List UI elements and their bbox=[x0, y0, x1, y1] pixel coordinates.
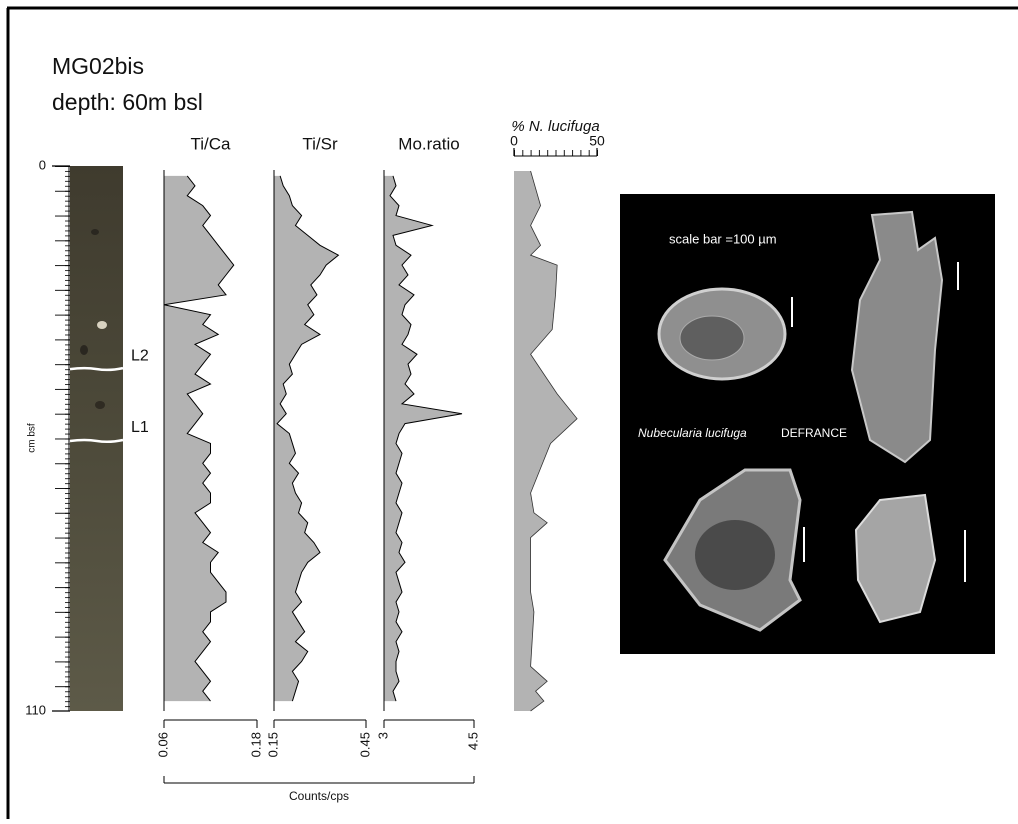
x-tick-label: 0.15 bbox=[265, 732, 280, 757]
data-line bbox=[529, 170, 578, 712]
data-line bbox=[276, 175, 340, 702]
species-author: DEFRANCE bbox=[781, 426, 847, 440]
species-name: Nubecularia lucifuga bbox=[638, 426, 747, 440]
data-line bbox=[163, 175, 235, 702]
x-axis-label: Counts/cps bbox=[289, 789, 349, 803]
depth-tick-label: 110 bbox=[25, 702, 46, 717]
depth-axis-label: cm bsf bbox=[27, 423, 38, 453]
panel-title: Ti/Ca bbox=[191, 134, 232, 153]
specimen bbox=[850, 210, 944, 464]
x-tick-label: 0.06 bbox=[155, 732, 170, 757]
specimen bbox=[854, 493, 937, 624]
x-tick-label: 0 bbox=[510, 133, 518, 149]
layer-label: L2 bbox=[131, 347, 149, 364]
x-tick-label: 0.45 bbox=[357, 732, 372, 757]
area-fill bbox=[274, 175, 339, 702]
area-fill bbox=[384, 175, 462, 702]
lucifuga-ruler bbox=[514, 150, 598, 156]
layer-boundary bbox=[69, 438, 124, 444]
panel-title: Ti/Sr bbox=[302, 134, 338, 153]
x-tick-label: 0.18 bbox=[248, 732, 263, 757]
core-spot bbox=[91, 229, 99, 235]
panel-title: % N. lucifuga bbox=[511, 118, 599, 135]
depth-ruler-major bbox=[55, 166, 70, 711]
title: MG02bis bbox=[52, 53, 144, 79]
panel-title: Mo.ratio bbox=[398, 134, 459, 153]
scale-text: scale bar =100 µm bbox=[669, 231, 777, 246]
specimen-chamber bbox=[679, 315, 745, 361]
core-spot bbox=[95, 401, 105, 409]
x-tick-label: 50 bbox=[589, 133, 605, 149]
subtitle: depth: 60m bsl bbox=[52, 89, 203, 115]
core-spot bbox=[97, 321, 107, 329]
core-photo bbox=[70, 166, 123, 711]
layer-boundary bbox=[69, 366, 124, 372]
depth-tick-label: 0 bbox=[39, 157, 46, 172]
layer-label: L1 bbox=[131, 419, 149, 436]
area-fill bbox=[514, 170, 578, 712]
x-tick-label: 4.5 bbox=[465, 732, 480, 750]
specimen-chamber bbox=[695, 520, 775, 590]
x-tick-label: 3 bbox=[375, 732, 390, 739]
core-spot bbox=[80, 345, 88, 355]
data-line bbox=[389, 175, 463, 702]
